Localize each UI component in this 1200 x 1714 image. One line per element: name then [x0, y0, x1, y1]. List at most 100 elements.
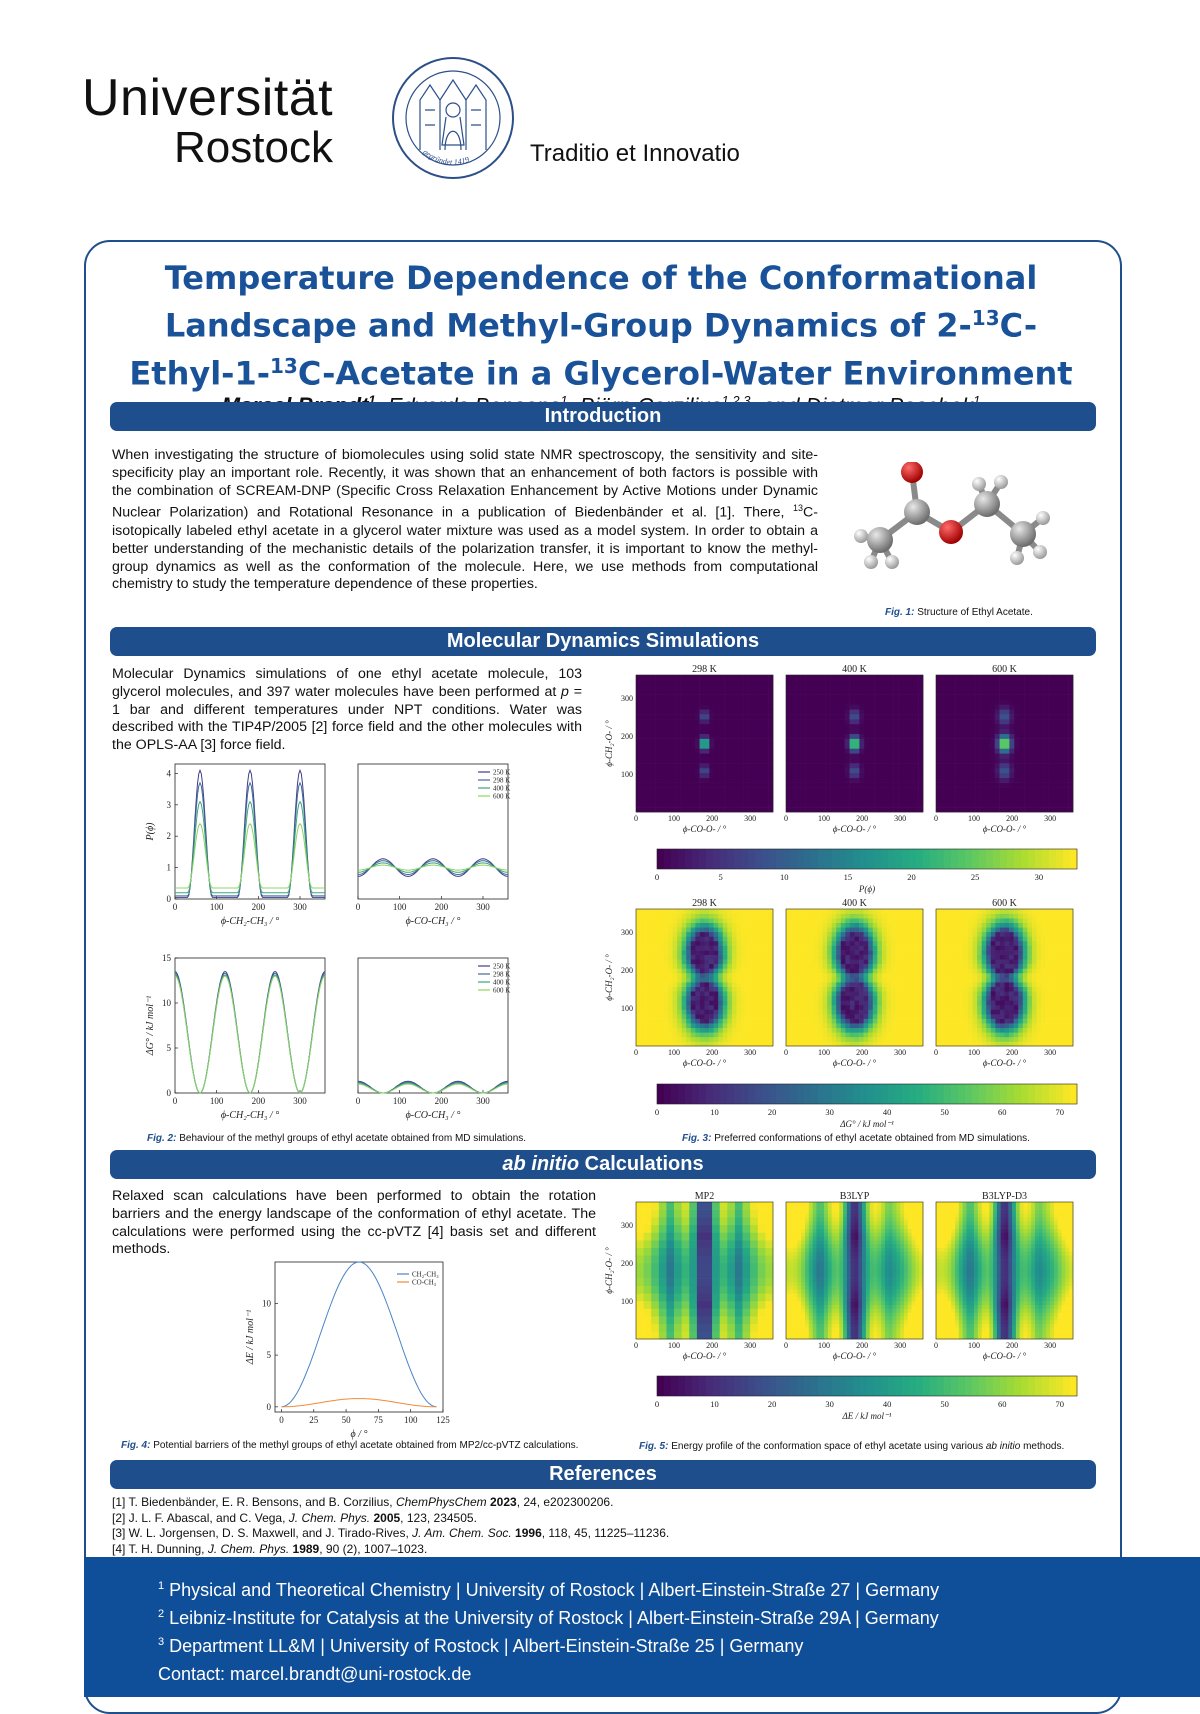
- heatmap-cell: [673, 941, 678, 946]
- heatmap-cell: [810, 802, 815, 807]
- heatmap-cell: [963, 1019, 968, 1024]
- heatmap-cell: [656, 802, 661, 807]
- university-logo-text[interactable]: Universität Rostock: [82, 72, 333, 170]
- heatmap-cell: [1000, 964, 1005, 969]
- heatmap-cell: [1000, 714, 1005, 719]
- heatmap-cell: [755, 909, 760, 914]
- heatmap-cell: [809, 1041, 814, 1046]
- heatmap-cell: [750, 914, 755, 919]
- colorbar-segment: [1014, 849, 1021, 869]
- heatmap-cell: [936, 918, 941, 923]
- heatmap-cell: [660, 807, 665, 812]
- heatmap-cell: [1068, 680, 1073, 685]
- heatmap-cell: [894, 758, 899, 763]
- heatmap-cell: [705, 1000, 710, 1005]
- heatmap-cell: [719, 709, 724, 714]
- heatmap-cell: [909, 1009, 914, 1014]
- heatmap-cell: [985, 680, 990, 685]
- heatmap-cell: [951, 734, 956, 739]
- heatmap-cell: [941, 991, 946, 996]
- heatmap-cell: [1014, 1041, 1019, 1046]
- heatmap-cell: [654, 909, 659, 914]
- heatmap-cell: [850, 978, 855, 983]
- heatmap-cell: [786, 918, 791, 923]
- heatmap-cell: [791, 709, 796, 714]
- heatmap-cell: [909, 1000, 914, 1005]
- heatmap-cell: [636, 797, 641, 802]
- heatmap-cell: [985, 778, 990, 783]
- heatmap-cell: [636, 982, 641, 987]
- heatmap-cell: [659, 964, 664, 969]
- heatmap-cell: [830, 709, 835, 714]
- heatmap-cell: [786, 968, 791, 973]
- y-tick-label: 300: [621, 694, 633, 703]
- heatmap-cell: [950, 1032, 955, 1037]
- heatmap-cell: [668, 1009, 673, 1014]
- title-line3: Ethyl-1-13C-Acetate in a Glycerol-Water …: [95, 346, 1107, 394]
- heatmap-cell: [732, 950, 737, 955]
- heatmap-cell: [845, 1032, 850, 1037]
- heatmap-cell: [973, 955, 978, 960]
- heatmap-cell: [700, 950, 705, 955]
- heatmap-cell: [879, 788, 884, 793]
- heatmap-cell: [1005, 1028, 1010, 1033]
- heatmap-cell: [995, 1041, 1000, 1046]
- heatmap-cell: [724, 724, 729, 729]
- heatmap-cell: [1014, 964, 1019, 969]
- heatmap-cell: [677, 918, 682, 923]
- heatmap-cell: [796, 744, 801, 749]
- heatmap-cell: [859, 950, 864, 955]
- heatmap-cell: [768, 991, 773, 996]
- heatmap-cell: [786, 1014, 791, 1019]
- heatmap-cell: [963, 987, 968, 992]
- heatmap-cell: [673, 973, 678, 978]
- heatmap-cell: [732, 968, 737, 973]
- heatmap-cell: [809, 932, 814, 937]
- heatmap-cell: [864, 699, 869, 704]
- heatmap-cell: [705, 788, 710, 793]
- heatmap-cell: [884, 690, 889, 695]
- heatmap-cell: [877, 964, 882, 969]
- heatmap-cell: [841, 978, 846, 983]
- heatmap-cell: [869, 802, 874, 807]
- heatmap-cell: [736, 1023, 741, 1028]
- heatmap-cell: [973, 1019, 978, 1024]
- heatmap-cell: [709, 1019, 714, 1024]
- heatmap-cell: [685, 773, 690, 778]
- heatmap-cell: [1000, 996, 1005, 1001]
- heatmap-cell: [1058, 807, 1063, 812]
- heatmap-cell: [651, 734, 656, 739]
- heatmap-cell: [732, 996, 737, 1001]
- heatmap-cell: [700, 758, 705, 763]
- heatmap-cell: [1023, 914, 1028, 919]
- heatmap-cell: [959, 964, 964, 969]
- heatmap-cell: [982, 936, 987, 941]
- heatmap-cell: [804, 923, 809, 928]
- heatmap-cell: [806, 729, 811, 734]
- heatmap-cell: [936, 699, 941, 704]
- heatmap-cell: [1005, 734, 1010, 739]
- heatmap-cell: [975, 685, 980, 690]
- heatmap-cell: [886, 1037, 891, 1042]
- heatmap-cell: [739, 699, 744, 704]
- heatmap-cell: [905, 964, 910, 969]
- heatmap-cell: [727, 1000, 732, 1005]
- heatmap-cell: [879, 734, 884, 739]
- heatmap-cell: [986, 1037, 991, 1042]
- heatmap-cell: [859, 1005, 864, 1010]
- x-tick-label: 100: [818, 1048, 830, 1057]
- heatmap-cell: [709, 1014, 714, 1019]
- heatmap-cell: [695, 1000, 700, 1005]
- heatmap-cell: [977, 923, 982, 928]
- heatmap-cell: [636, 1014, 641, 1019]
- heatmap-cell: [1034, 763, 1039, 768]
- heatmap-cell: [1053, 704, 1058, 709]
- heatmap-cell: [894, 704, 899, 709]
- heatmap-cell: [968, 927, 973, 932]
- heatmap-cell: [1063, 724, 1068, 729]
- heatmap-cell: [758, 807, 763, 812]
- heatmap-cell: [913, 792, 918, 797]
- heatmap-cell: [1019, 739, 1024, 744]
- heatmap-cell: [879, 797, 884, 802]
- heatmap-cell: [813, 1019, 818, 1024]
